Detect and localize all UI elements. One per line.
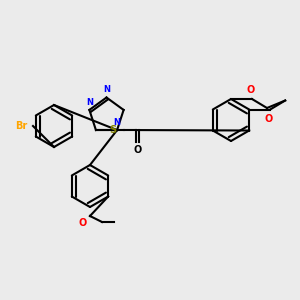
Text: O: O	[134, 145, 142, 155]
Text: N: N	[86, 98, 93, 107]
Text: N: N	[103, 85, 110, 94]
Text: O: O	[246, 85, 255, 94]
Text: O: O	[265, 114, 273, 124]
Text: S: S	[110, 125, 116, 135]
Text: Br: Br	[15, 121, 27, 131]
Text: N: N	[114, 118, 121, 127]
Text: O: O	[79, 218, 87, 227]
